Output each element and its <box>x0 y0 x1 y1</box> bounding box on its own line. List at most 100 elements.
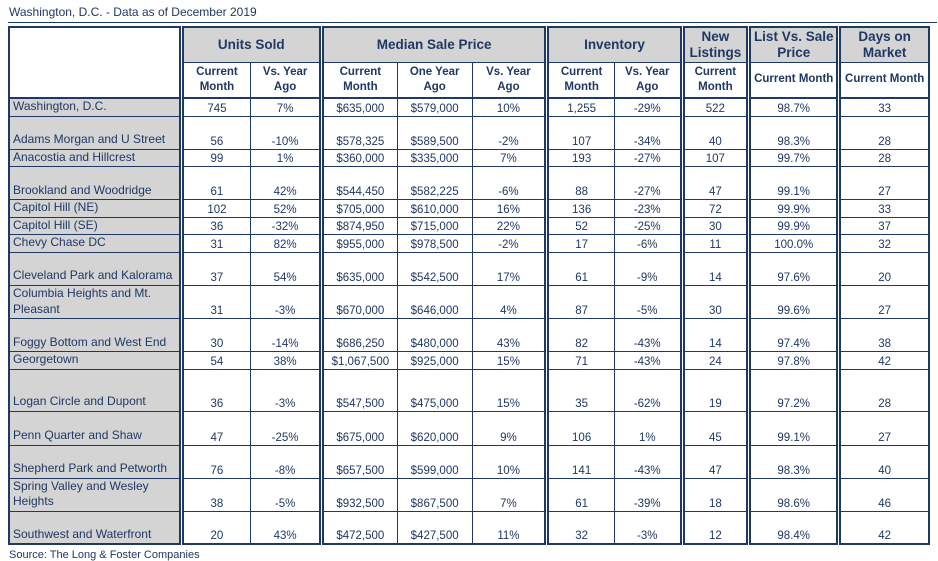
cell-msp-vs-year: -2% <box>471 234 548 253</box>
row-label: Capitol Hill (SE) <box>8 216 182 236</box>
cell-list-vs-sale: 99.9% <box>746 199 840 218</box>
cell-msp-current: $635,000 <box>318 97 398 117</box>
cell-list-vs-sale: 98.3% <box>746 444 840 479</box>
cell-inventory-vs-year: -43% <box>613 444 683 479</box>
cell-units-current: 47 <box>178 410 252 446</box>
cell-inventory-current: 193 <box>544 148 615 168</box>
cell-msp-vs-year: 7% <box>471 477 548 512</box>
cell-msp-one-year: $978,500 <box>396 234 473 253</box>
market-data-table: Units Sold Median Sale Price Inventory N… <box>8 26 930 546</box>
sub-header-row: Current Month Vs. Year Ago Current Month… <box>9 61 930 99</box>
cell-units-vs-year: 1% <box>250 148 322 168</box>
cell-msp-one-year: $589,500 <box>396 115 473 150</box>
cell-new-listings: 72 <box>679 199 750 218</box>
cell-units-vs-year: 52% <box>250 199 322 218</box>
cell-days-on-market: 37 <box>836 216 930 236</box>
subheader-units-vs-year: Vs. Year Ago <box>250 61 322 99</box>
cell-msp-one-year: $335,000 <box>396 148 473 168</box>
cell-units-vs-year: -25% <box>250 410 322 446</box>
row-label: Chevy Chase DC <box>8 234 182 253</box>
cell-msp-current: $472,500 <box>318 510 398 545</box>
cell-msp-vs-year: 7% <box>471 148 548 168</box>
cell-units-current: 36 <box>178 216 252 236</box>
table-row: Cleveland Park and Kalorama 37 54% $635,… <box>8 251 930 286</box>
cell-inventory-current: 52 <box>544 216 615 236</box>
cell-inventory-vs-year: -6% <box>613 234 683 253</box>
cell-msp-current: $670,000 <box>318 284 398 320</box>
subheader-units-current: Current Month <box>178 61 252 99</box>
cell-inventory-vs-year: -34% <box>613 115 683 150</box>
cell-inventory-vs-year: -43% <box>613 351 683 370</box>
cell-days-on-market: 33 <box>836 199 930 218</box>
cell-days-on-market: 27 <box>836 410 930 446</box>
cell-new-listings: 18 <box>679 477 750 512</box>
table-row: Foggy Bottom and West End 30 -14% $686,2… <box>8 318 930 353</box>
cell-msp-one-year: $925,000 <box>396 351 473 370</box>
subheader-inv-current: Current Month <box>544 61 615 99</box>
cell-list-vs-sale: 99.1% <box>746 410 840 446</box>
cell-units-current: 31 <box>178 234 252 253</box>
cell-inventory-current: 32 <box>544 510 615 545</box>
cell-new-listings: 24 <box>679 351 750 370</box>
cell-units-current: 76 <box>178 444 252 479</box>
row-label: Southwest and Waterfront <box>8 510 182 545</box>
cell-units-vs-year: 42% <box>250 166 322 201</box>
cell-inventory-vs-year: -62% <box>613 368 683 412</box>
cell-new-listings: 522 <box>679 97 750 117</box>
cell-inventory-vs-year: -39% <box>613 477 683 512</box>
cell-msp-one-year: $579,000 <box>396 97 473 117</box>
group-new-listings: New Listings <box>679 26 750 63</box>
cell-units-vs-year: 54% <box>250 251 322 286</box>
cell-msp-vs-year: 9% <box>471 410 548 446</box>
source-note: Source: The Long & Foster Companies <box>9 549 200 561</box>
cell-list-vs-sale: 98.7% <box>746 97 840 117</box>
row-label: Foggy Bottom and West End <box>8 318 182 353</box>
row-label: Columbia Heights and Mt. Pleasant <box>8 284 182 320</box>
cell-inventory-current: 87 <box>544 284 615 320</box>
cell-msp-current: $675,000 <box>318 410 398 446</box>
cell-units-vs-year: -3% <box>250 284 322 320</box>
row-label: Anacostia and Hillcrest <box>8 148 182 168</box>
cell-units-current: 37 <box>178 251 252 286</box>
cell-units-vs-year: -14% <box>250 318 322 353</box>
page-title: Washington, D.C. - Data as of December 2… <box>8 3 937 23</box>
cell-new-listings: 19 <box>679 368 750 412</box>
group-median-sale-price: Median Sale Price <box>318 26 548 63</box>
cell-msp-one-year: $867,500 <box>396 477 473 512</box>
corner-cell <box>8 26 182 99</box>
cell-msp-one-year: $582,225 <box>396 166 473 201</box>
group-units-sold: Units Sold <box>178 26 322 63</box>
table-row: Spring Valley and Wesley Heights 38 -5% … <box>8 477 930 512</box>
subheader-dom-current: Current Month <box>836 61 930 99</box>
cell-days-on-market: 28 <box>836 148 930 168</box>
cell-units-current: 38 <box>178 477 252 512</box>
cell-msp-current: $657,500 <box>318 444 398 479</box>
cell-inventory-current: 88 <box>544 166 615 201</box>
row-label: Georgetown <box>8 351 182 370</box>
cell-units-vs-year: 43% <box>250 510 322 545</box>
cell-days-on-market: 27 <box>836 284 930 320</box>
cell-days-on-market: 46 <box>836 477 930 512</box>
row-label: Shepherd Park and Petworth <box>8 444 182 479</box>
cell-msp-one-year: $646,000 <box>396 284 473 320</box>
cell-list-vs-sale: 99.9% <box>746 216 840 236</box>
cell-msp-current: $874,950 <box>318 216 398 236</box>
cell-msp-one-year: $599,000 <box>396 444 473 479</box>
cell-units-current: 20 <box>178 510 252 545</box>
cell-list-vs-sale: 98.3% <box>746 115 840 150</box>
table-row: Adams Morgan and U Street 56 -10% $578,3… <box>8 115 930 150</box>
group-days-on-market: Days on Market <box>836 26 930 63</box>
cell-msp-vs-year: 15% <box>471 368 548 412</box>
cell-days-on-market: 42 <box>836 351 930 370</box>
cell-msp-one-year: $542,500 <box>396 251 473 286</box>
subheader-msp-one-year: One Year Ago <box>396 61 473 99</box>
subheader-newlist-current: Current Month <box>679 61 750 99</box>
cell-units-current: 56 <box>178 115 252 150</box>
cell-msp-vs-year: 10% <box>471 97 548 117</box>
group-inventory: Inventory <box>544 26 683 63</box>
row-label: Logan Circle and Dupont <box>8 368 182 412</box>
cell-msp-current: $1,067,500 <box>318 351 398 370</box>
cell-units-vs-year: -5% <box>250 477 322 512</box>
cell-msp-current: $932,500 <box>318 477 398 512</box>
cell-inventory-current: 17 <box>544 234 615 253</box>
